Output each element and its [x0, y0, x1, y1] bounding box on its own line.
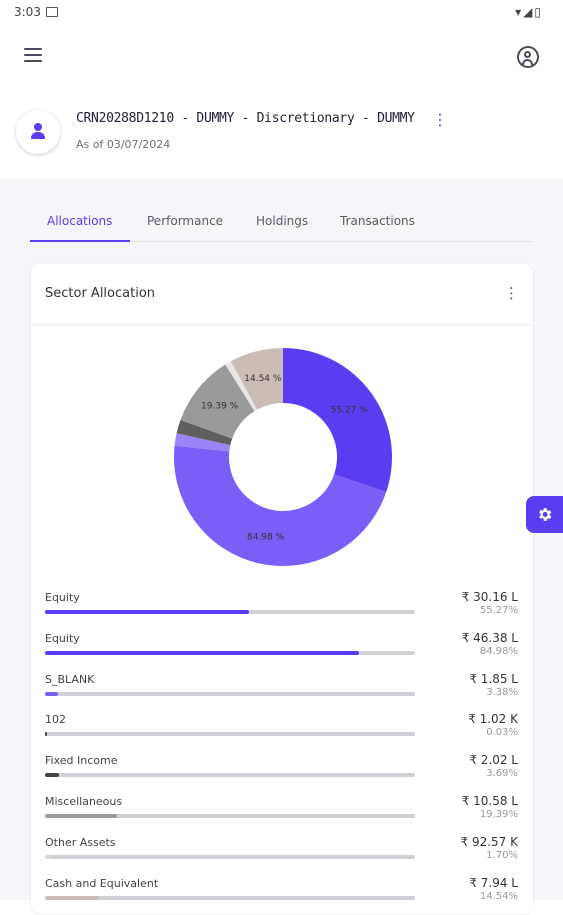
allocation-amount: ₹ 7.94 L: [469, 875, 518, 890]
allocation-name: Equity: [45, 591, 80, 604]
allocation-amount: ₹ 1.85 L: [469, 671, 518, 686]
allocation-name: Other Assets: [45, 835, 116, 849]
allocation-percentage: 0.03%: [486, 727, 518, 739]
tab-transactions[interactable]: Transactions: [340, 214, 415, 228]
account-header: CRN20288D1210 - DUMMY - Discretionary - …: [0, 100, 563, 178]
allocation-name: Equity: [45, 631, 80, 645]
allocation-progress-track: [45, 650, 415, 655]
card-title: Sector Allocation: [45, 286, 156, 301]
allocation-amount: ₹ 46.38 L: [461, 630, 518, 645]
allocation-row[interactable]: Fixed Income ₹ 2.02 L 3.69%: [45, 753, 520, 792]
donut-slice[interactable]: [174, 433, 231, 452]
slice-label: 14.54 %: [244, 374, 282, 384]
sector-donut-chart: 55.27 % 84.98 % 19.39 % 14.54 %: [174, 348, 392, 566]
divider: [31, 324, 533, 325]
hamburger-menu-icon[interactable]: [24, 48, 42, 64]
allocation-progress-fill: [45, 895, 99, 900]
donut-slice[interactable]: [230, 348, 283, 410]
donut-slice[interactable]: [176, 419, 233, 446]
allocation-progress-track: [45, 895, 415, 900]
allocation-percentage: 3.69%: [486, 768, 518, 780]
person-icon: [31, 123, 45, 139]
allocation-name: 102: [45, 713, 66, 727]
donut-slice[interactable]: [176, 433, 231, 446]
card-more-icon[interactable]: ⋮: [504, 284, 519, 302]
tab-holdings[interactable]: Holdings: [256, 214, 309, 228]
notification-icon: [46, 7, 58, 17]
allocation-row[interactable]: Cash and Equivalent ₹ 7.94 L 14.54%: [45, 875, 520, 915]
donut-slice[interactable]: [283, 348, 392, 493]
status-time: 3:03: [14, 5, 41, 19]
allocation-progress-fill: [45, 691, 58, 696]
allocation-name: Miscellaneous: [45, 795, 123, 808]
allocation-amount: ₹ 1.02 K: [468, 712, 518, 727]
app-bar: [0, 38, 563, 78]
slice-label: 55.27 %: [331, 406, 369, 416]
allocation-amount: ₹ 2.02 L: [469, 753, 518, 768]
allocation-amount: ₹ 10.58 L: [461, 794, 518, 808]
sector-allocation-card: Sector Allocation ⋮ 55.27 % 84.98 % 19.39 …: [31, 264, 533, 914]
allocation-row[interactable]: 102 ₹ 1.02 K 0.03%: [45, 712, 520, 751]
allocation-progress-track: [45, 773, 415, 778]
allocation-row[interactable]: S_BLANK ₹ 1.85 L 3.38%: [45, 671, 520, 711]
allocation-progress-track: [45, 610, 415, 614]
allocation-amount: ₹ 92.57 K: [460, 834, 519, 849]
tab-allocations[interactable]: Allocations: [47, 214, 113, 228]
allocation-progress-fill: [45, 814, 117, 818]
settings-button[interactable]: [526, 496, 563, 533]
allocation-percentage: 3.38%: [486, 686, 518, 698]
allocation-row[interactable]: Equity ₹ 30.16 L 55.27%: [45, 590, 520, 629]
status-bar: 3:03 ▾◢▯: [0, 0, 563, 24]
donut-slice[interactable]: [174, 445, 387, 566]
account-avatar: [16, 110, 60, 154]
allocation-progress-fill: [45, 854, 52, 859]
allocation-name: S_BLANK: [45, 672, 95, 686]
slice-label: 84.98 %: [247, 533, 285, 543]
allocation-name: Cash and Equivalent: [45, 876, 159, 890]
donut-slice[interactable]: [180, 364, 255, 439]
allocation-percentage: 55.27%: [479, 605, 518, 616]
donut-slice[interactable]: [225, 361, 258, 412]
allocation-progress-fill: [45, 610, 250, 614]
user-profile-icon[interactable]: [517, 46, 539, 68]
tab-bar: Allocations Performance Holdings Transac…: [30, 200, 534, 242]
allocation-progress-fill: [45, 773, 59, 778]
account-name: CRN20288D1210 - DUMMY - Discretionary - …: [76, 111, 415, 126]
allocation-row[interactable]: Other Assets ₹ 92.57 K 1.70%: [45, 834, 520, 874]
gear-icon: [539, 508, 552, 521]
slice-label: 19.39 %: [201, 402, 239, 412]
allocation-progress-track: [45, 732, 415, 737]
account-more-icon[interactable]: ⋮: [432, 110, 448, 129]
allocation-percentage: 84.98%: [479, 645, 518, 657]
allocation-progress-track: [45, 854, 415, 859]
allocation-progress-track: [45, 814, 415, 818]
allocation-row[interactable]: Equity ₹ 46.38 L 84.98%: [45, 630, 520, 670]
as-of-date: As of 03/07/2024: [76, 138, 171, 151]
allocation-row[interactable]: Miscellaneous ₹ 10.58 L 19.39%: [45, 794, 520, 833]
allocation-percentage: 19.39%: [479, 809, 518, 820]
active-tab-indicator: [30, 240, 130, 242]
allocation-progress-fill: [45, 650, 360, 655]
allocation-amount: ₹ 30.16 L: [461, 590, 518, 604]
allocation-progress-fill: [45, 732, 47, 737]
allocation-progress-track: [45, 691, 415, 696]
allocation-percentage: 1.70%: [486, 849, 518, 861]
allocation-percentage: 14.54%: [479, 890, 518, 902]
allocation-name: Fixed Income: [45, 754, 118, 768]
system-status-icons: ▾◢▯: [515, 5, 543, 19]
tab-performance[interactable]: Performance: [147, 214, 224, 228]
